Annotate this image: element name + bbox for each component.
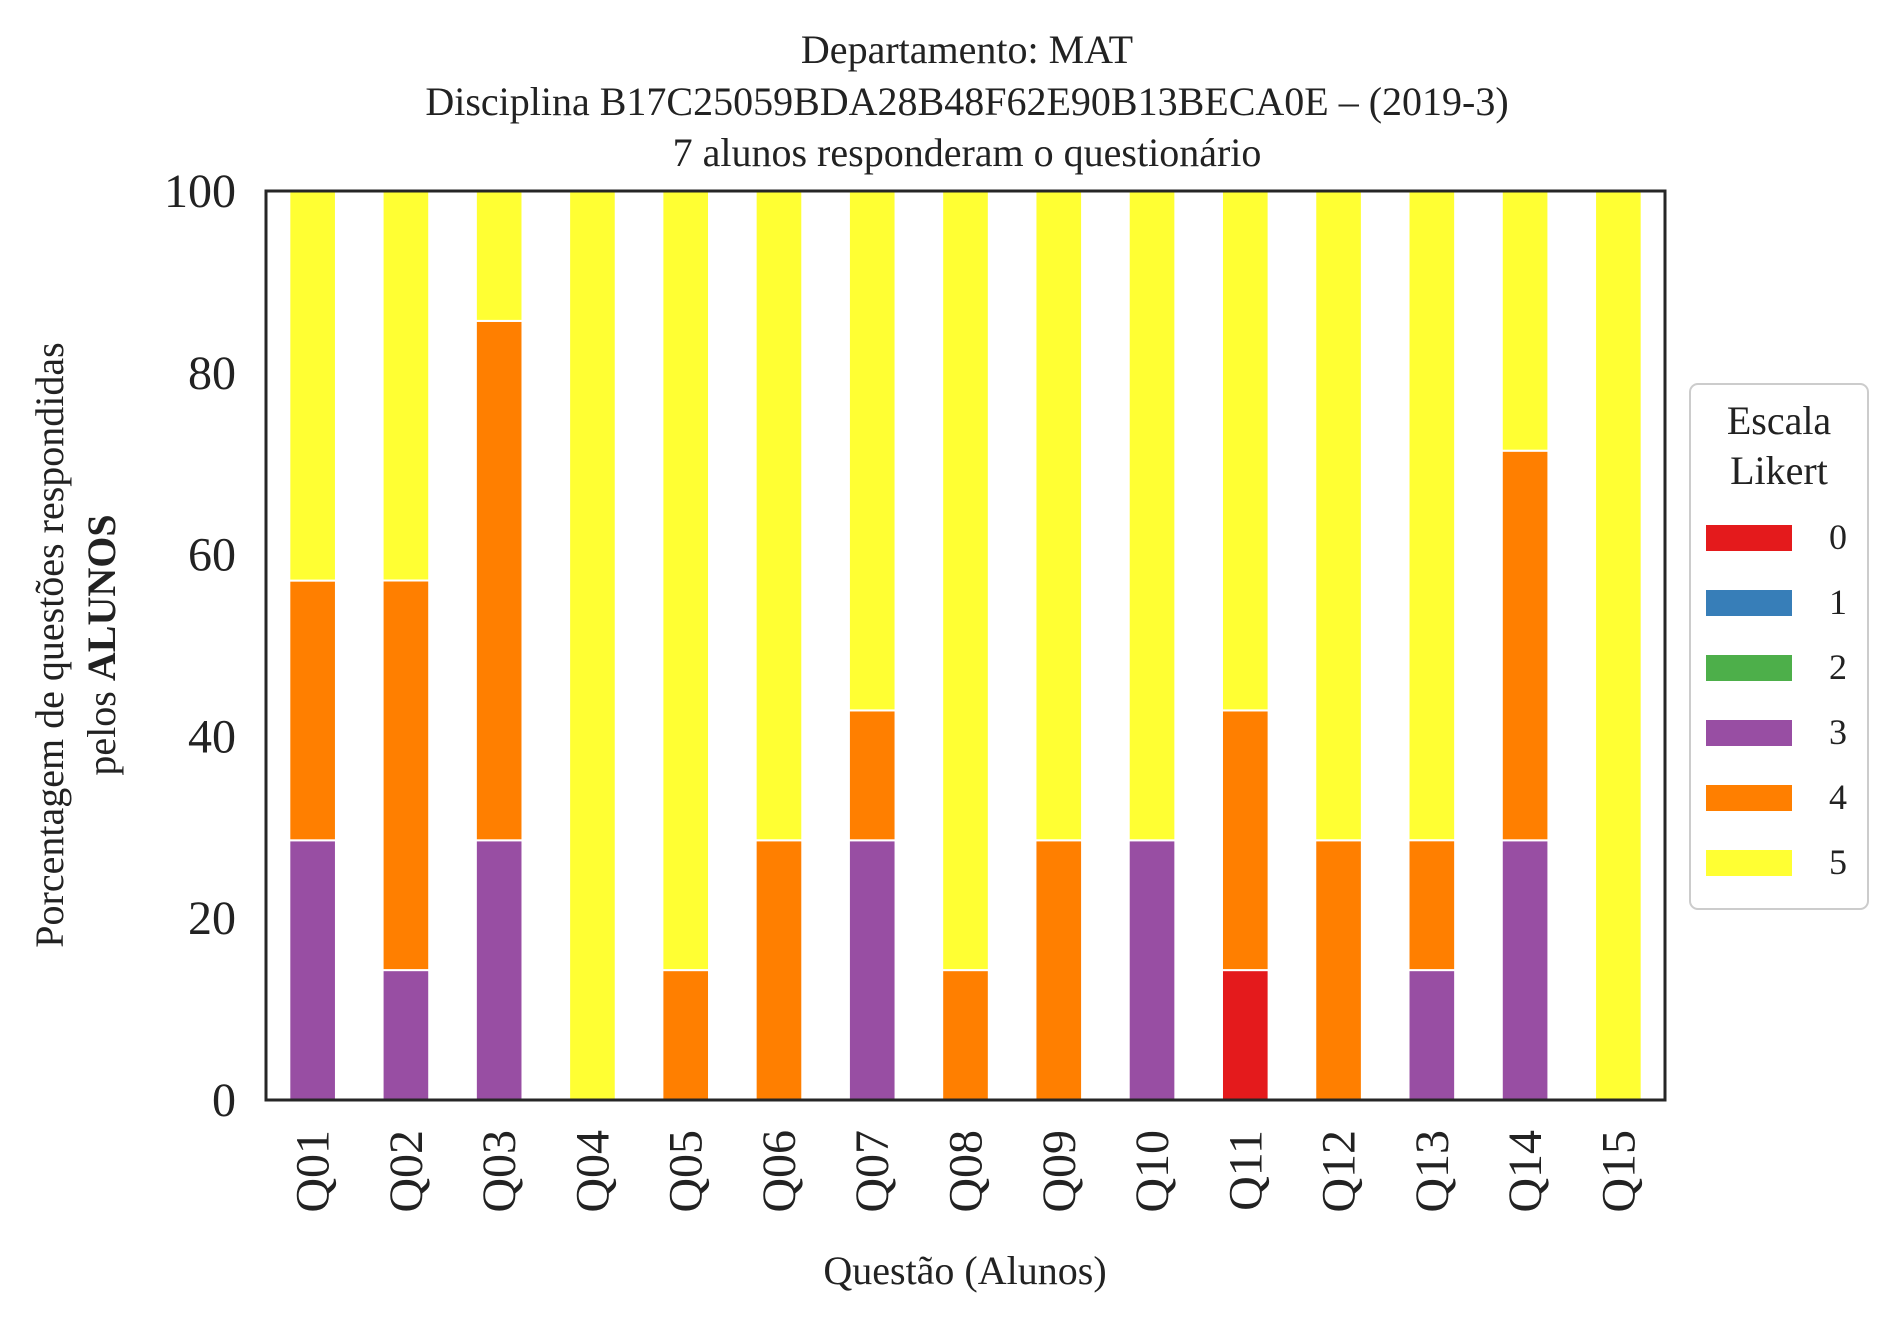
y-tick-label: 20 [188, 892, 236, 945]
legend-label-5: 5 [1829, 842, 1847, 882]
bar-q05-scale-5 [661, 190, 711, 972]
legend-items: 0 1 2 3 4 5 [1706, 517, 1847, 882]
bar-q11-scale-0 [1220, 969, 1270, 1101]
bar-q02-scale-3 [381, 969, 431, 1101]
bar-q13-scale-5 [1407, 189, 1457, 842]
title-line-3: 7 alunos responderam o questionário [673, 130, 1262, 175]
x-tick-label: Q06 [753, 1130, 806, 1213]
bar-q01-scale-4 [288, 579, 337, 842]
x-tick-label: Q13 [1406, 1130, 1459, 1213]
y-axis-label-line-1: Porcentagem de questões respondidas [27, 342, 72, 947]
chart-title: Departamento: MAT Disciplina B17C25059BD… [425, 27, 1508, 175]
bar-q13-scale-4 [1407, 839, 1457, 972]
bar-q01-scale-3 [288, 839, 337, 1101]
bar-q13-scale-3 [1407, 969, 1457, 1101]
x-tick-label: Q11 [1219, 1130, 1272, 1211]
bar-q11-scale-4 [1220, 709, 1270, 972]
title-line-2: Disciplina B17C25059BDA28B48F62E90B13BEC… [425, 79, 1508, 124]
bar-q15-scale-5 [1594, 190, 1643, 1101]
bar-q07-scale-5 [847, 190, 897, 712]
y-axis-ticks: 0 20 40 60 80 100 [164, 165, 236, 1127]
y-tick-label: 100 [164, 165, 236, 218]
legend-label-4: 4 [1829, 777, 1847, 817]
x-tick-label: Q01 [287, 1130, 340, 1213]
y-axis-label-prefix: pelos [79, 681, 124, 775]
bar-q14-scale-3 [1500, 839, 1550, 1101]
x-axis-ticks: Q01 Q02 Q03 Q04 Q05 Q06 Q07 Q08 Q09 Q10 Q11 Q12 Q13 Q… [287, 1130, 1646, 1213]
bar-q05-scale-4 [661, 969, 711, 1101]
bar-stacks [288, 189, 1643, 1101]
y-axis-label-line-2: pelos ALUNOS [79, 514, 124, 775]
y-tick-label: 0 [212, 1074, 236, 1127]
bar-q03-scale-3 [474, 839, 524, 1101]
y-axis-label: Porcentagem de questões respondidas pelo… [27, 342, 124, 947]
legend-swatch-2 [1706, 655, 1792, 681]
bar-q02-scale-5 [381, 189, 431, 582]
legend-swatch-1 [1706, 590, 1792, 616]
x-tick-label: Q07 [846, 1130, 899, 1213]
bar-q03-scale-5 [474, 190, 524, 322]
bar-q14-scale-5 [1500, 190, 1550, 452]
x-tick-label: Q10 [1126, 1130, 1179, 1213]
bar-q14-scale-4 [1500, 449, 1550, 842]
bar-q09-scale-4 [1034, 839, 1084, 1101]
bar-q12-scale-4 [1314, 839, 1363, 1101]
bar-q09-scale-5 [1034, 190, 1084, 842]
legend-swatch-5 [1706, 850, 1792, 876]
bar-q12-scale-5 [1314, 190, 1363, 842]
plot-frame [264, 189, 1667, 1102]
y-axis-label-bold: ALUNOS [79, 514, 124, 681]
title-line-1: Departamento: MAT [801, 27, 1133, 72]
x-tick-label: Q04 [566, 1130, 619, 1213]
legend-title-line-1: Escala [1727, 398, 1832, 443]
legend-swatch-4 [1706, 785, 1792, 811]
legend-label-0: 0 [1829, 517, 1847, 557]
x-axis-label: Questão (Alunos) [823, 1248, 1106, 1293]
x-tick-label: Q15 [1592, 1130, 1645, 1213]
bar-q08-scale-5 [941, 190, 990, 972]
bar-q03-scale-4 [474, 319, 524, 842]
legend-box [1689, 383, 1869, 910]
bar-q10-scale-5 [1127, 190, 1177, 842]
legend-label-1: 1 [1829, 582, 1847, 622]
bar-q07-scale-4 [847, 709, 897, 842]
legend-swatch-0 [1706, 525, 1792, 551]
legend-label-2: 2 [1829, 647, 1847, 687]
x-tick-label: Q12 [1313, 1130, 1366, 1213]
x-tick-label: Q05 [660, 1130, 713, 1213]
x-tick-label: Q02 [380, 1130, 433, 1213]
bar-q02-scale-4 [381, 579, 431, 972]
bar-q06-scale-5 [754, 190, 804, 842]
y-tick-label: 40 [188, 710, 236, 763]
bar-q11-scale-5 [1220, 190, 1270, 712]
y-tick-label: 80 [188, 347, 236, 400]
legend: Escala Likert 0 1 2 3 4 5 [1689, 383, 1869, 910]
bar-q06-scale-4 [754, 839, 804, 1101]
legend-title-line-2: Likert [1730, 448, 1828, 493]
x-tick-label: Q14 [1499, 1130, 1552, 1213]
bar-q10-scale-3 [1127, 839, 1177, 1101]
x-tick-label: Q08 [940, 1130, 993, 1213]
bar-q08-scale-4 [941, 969, 990, 1101]
y-tick-label: 60 [188, 529, 236, 582]
legend-swatch-3 [1706, 720, 1792, 746]
bar-q01-scale-5 [288, 190, 337, 582]
x-tick-label: Q03 [473, 1130, 526, 1213]
legend-label-3: 3 [1829, 712, 1847, 752]
bar-q04-scale-5 [568, 190, 617, 1101]
x-tick-label: Q09 [1033, 1130, 1086, 1213]
bar-q07-scale-3 [847, 839, 897, 1101]
